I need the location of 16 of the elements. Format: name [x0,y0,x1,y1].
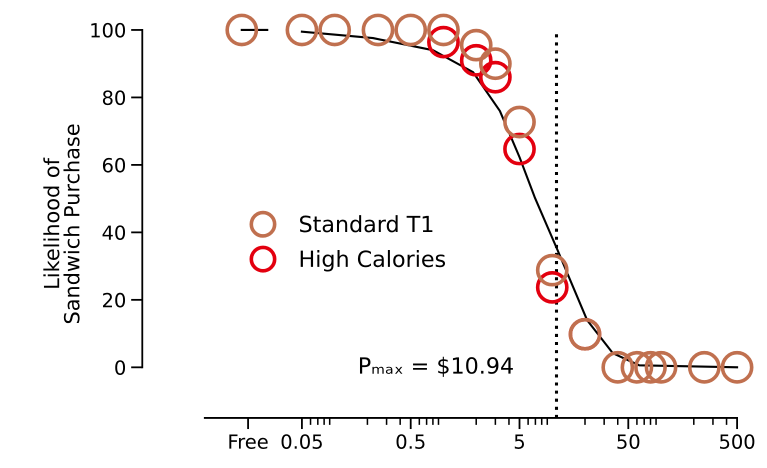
x-tick-label: 5 [514,434,524,449]
y-tick-label: 80 [102,90,126,106]
ref-line-label: Pₘₐₓ = $10.94 [360,356,513,377]
y-tick-label: 0 [115,360,126,375]
x-tick-label: 0.05 [282,434,322,449]
legend-label: Standard T1 [300,215,432,232]
y-tick-label: 60 [102,158,126,173]
y-tick-label: 40 [102,225,126,240]
x-tick-label: 50 [617,434,640,449]
y-tick-label: 100 [91,22,126,38]
y-tick-label: 20 [103,292,126,308]
y-axis-title: Likelihood of Sandwich Purchase [43,124,80,324]
x-tick-label: Free [229,434,268,449]
x-tick-label: 500 [720,434,754,449]
legend-label: High Calories [300,250,446,272]
x-tick-label: 0.5 [396,434,424,449]
